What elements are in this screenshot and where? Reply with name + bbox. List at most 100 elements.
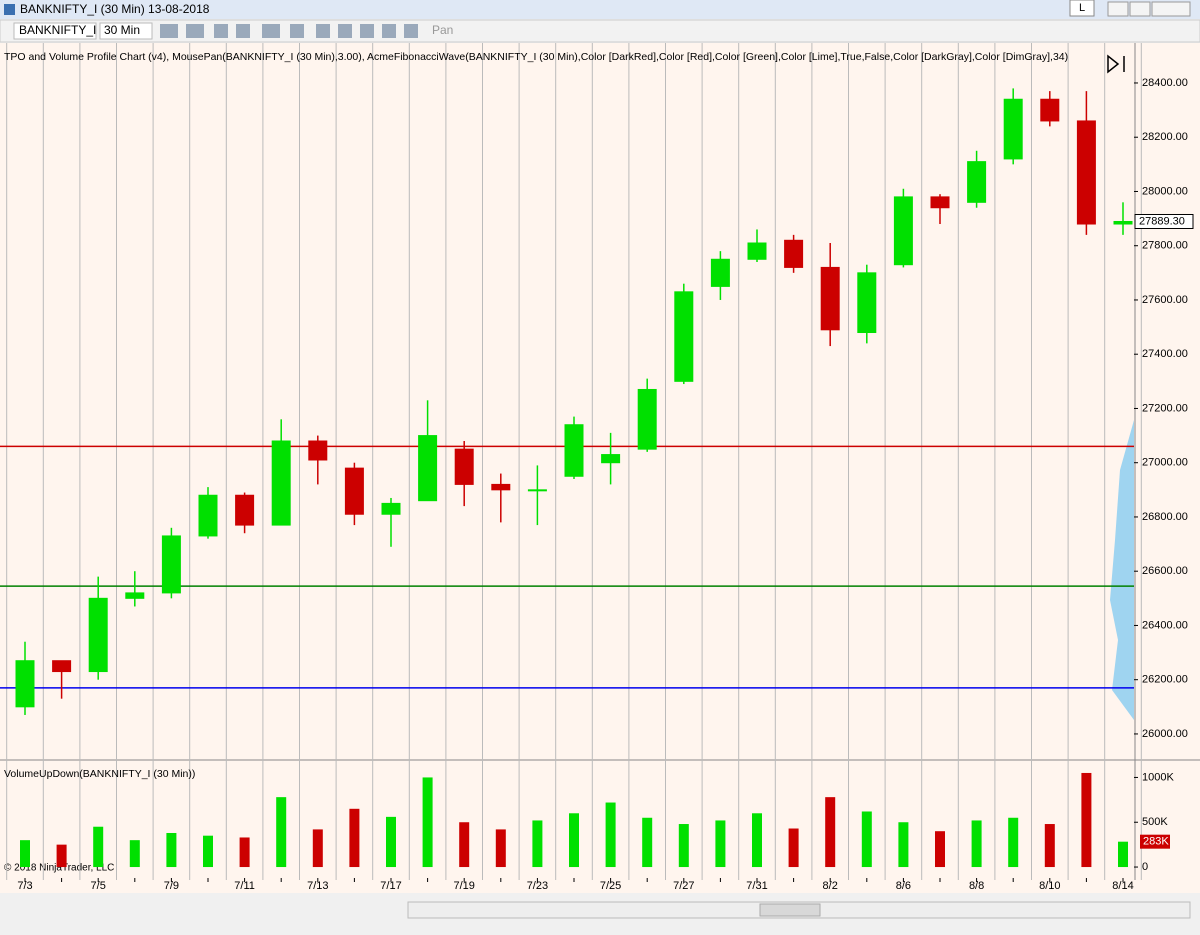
volume-bar (752, 813, 762, 868)
tool-icon[interactable] (186, 24, 204, 38)
app-icon (4, 4, 15, 15)
candle-body (198, 494, 218, 537)
candle-body (893, 196, 913, 266)
candle-body (161, 535, 181, 594)
x-tick-label: 7/3 (17, 880, 32, 892)
close-button[interactable] (1151, 1, 1191, 17)
volume-bar (678, 824, 689, 868)
y-tick-label: 27600.00 (1142, 294, 1188, 306)
x-tick-label: 7/31 (746, 880, 767, 892)
x-tick-label: 7/5 (91, 880, 106, 892)
last-price-marker (1134, 213, 1194, 229)
volume-bar (166, 832, 177, 868)
scrollbar-thumb[interactable] (759, 903, 821, 917)
volume-bar (349, 808, 360, 868)
volume-bar (1044, 824, 1055, 868)
x-tick-label: 7/23 (527, 880, 548, 892)
x-tick-label: 7/27 (673, 880, 694, 892)
x-tick-label: 7/13 (307, 880, 328, 892)
candle-body (601, 454, 621, 464)
y-tick-label: 26600.00 (1142, 565, 1188, 577)
tool-icon[interactable] (360, 24, 374, 38)
x-tick-label: 8/8 (969, 880, 984, 892)
y-tick-label: 28400.00 (1142, 77, 1188, 89)
volume-bar (935, 831, 945, 868)
layout-button[interactable] (1069, 0, 1095, 17)
tool-icon[interactable] (262, 24, 280, 38)
candle-body (15, 660, 35, 708)
y-tick-label: 26000.00 (1142, 728, 1188, 740)
layout-button-label[interactable]: L (1079, 2, 1085, 14)
tool-icon[interactable] (316, 24, 330, 38)
candle-body (125, 592, 145, 599)
tool-icon[interactable] (236, 24, 250, 38)
candle-body (967, 161, 987, 203)
volume-bar (715, 820, 726, 868)
y-tick-label: 27200.00 (1142, 402, 1188, 414)
volume-bar (898, 822, 909, 868)
candle-body (235, 494, 255, 526)
tool-icon[interactable] (290, 24, 304, 38)
x-tick-label: 7/9 (164, 880, 179, 892)
volume-profile (1110, 420, 1134, 720)
candle-body (1040, 98, 1060, 122)
volume-bar (1008, 817, 1019, 868)
interval-dropdown[interactable] (99, 22, 153, 40)
chart-area (0, 43, 1200, 893)
tool-icon[interactable] (160, 24, 178, 38)
tool-icon[interactable] (382, 24, 396, 38)
interval-label[interactable]: 30 Min (104, 23, 140, 37)
candle-body (418, 435, 438, 502)
y-tick-label: 27000.00 (1142, 457, 1188, 469)
tool-icon[interactable] (338, 24, 352, 38)
candle-body (747, 242, 767, 260)
x-tick-label: 8/6 (896, 880, 911, 892)
candle-body (1113, 220, 1133, 225)
candle-body (1076, 120, 1096, 225)
x-tick-label: 7/19 (453, 880, 474, 892)
candle-body (271, 440, 291, 526)
pan-button[interactable]: Pan (432, 23, 453, 37)
volume-bar (20, 840, 30, 868)
y-tick-label: 26200.00 (1142, 674, 1188, 686)
x-tick-label: 8/10 (1039, 880, 1060, 892)
y-tick-label: 27800.00 (1142, 240, 1188, 252)
volume-bar (605, 802, 616, 868)
volume-bar (93, 826, 104, 868)
volume-bar (239, 837, 250, 868)
candle-body (564, 424, 584, 477)
candle-body (381, 502, 401, 515)
candle-body (491, 483, 511, 491)
candle-body (527, 489, 547, 492)
tool-icon[interactable] (404, 24, 418, 38)
x-tick-label: 8/2 (823, 880, 838, 892)
restore-button[interactable] (1129, 1, 1151, 17)
volume-bar (459, 822, 470, 868)
volume-bar (861, 811, 872, 868)
instrument-label[interactable]: BANKNIFTY_I (19, 23, 96, 37)
candle-body (930, 196, 950, 209)
candle-body (52, 660, 72, 673)
tool-icon[interactable] (214, 24, 228, 38)
volume-bar (129, 840, 140, 868)
scroll-end-button[interactable] (1107, 54, 1125, 74)
window-title: BANKNIFTY_I (30 Min) 13-08-2018 (20, 2, 210, 16)
volume-bar (1081, 772, 1092, 868)
volume-bar (788, 828, 799, 868)
last-volume-marker (1140, 834, 1170, 849)
minimize-button[interactable] (1107, 1, 1129, 17)
y-tick-label: 28000.00 (1142, 185, 1188, 197)
x-tick-label: 7/25 (600, 880, 621, 892)
instrument-dropdown[interactable] (13, 22, 97, 40)
y-tick-label: 0 (1142, 861, 1148, 873)
plot: TPO and Volume Profile Chart (v4), Mouse… (0, 43, 1194, 892)
y-tick-label: 1000K (1142, 771, 1174, 783)
volume-bar (276, 797, 287, 868)
candle-body (637, 388, 657, 450)
x-tick-label: 7/17 (380, 880, 401, 892)
volume-bar (495, 829, 506, 868)
volume-bar (422, 777, 433, 868)
volume-bar (642, 817, 653, 868)
candle-body (857, 272, 877, 334)
